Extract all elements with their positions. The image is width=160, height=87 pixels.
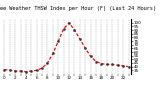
Text: Milwaukee Weather THSW Index per Hour (F) (Last 24 Hours): Milwaukee Weather THSW Index per Hour (F…	[0, 6, 156, 11]
